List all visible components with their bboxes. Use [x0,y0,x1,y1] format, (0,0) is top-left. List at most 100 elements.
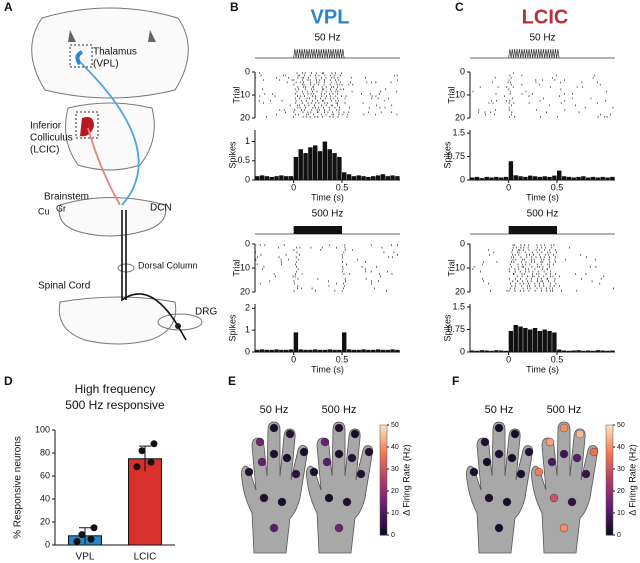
bar [552,175,557,180]
heat-dot [320,437,330,447]
colorbar-segment [606,504,613,508]
bar [508,161,514,180]
bar [610,176,615,180]
bar [484,350,489,352]
bar [581,176,586,180]
colorbar-segment [606,441,613,445]
heat-dot [524,447,534,457]
stimulus-trace [293,48,345,59]
heat-dot [507,453,517,463]
colorbar-segment [606,499,613,503]
bar [590,350,596,352]
label: (LCIC) [30,145,59,156]
colorbar-segment [380,524,387,528]
bar [293,332,299,352]
bar [537,176,543,180]
heat-dot [309,467,319,477]
bar [332,153,337,180]
bar [375,175,381,180]
colorbar-segment [380,436,387,440]
bar [259,175,265,180]
heat-dot [549,493,559,503]
y-tick-label: 80 [40,447,50,457]
y-tick-label: 2 [245,303,250,313]
colorbar-segment [380,447,387,451]
bar [303,153,308,180]
y-tick-label: 0.75 [447,324,465,334]
bar [600,350,605,352]
colorbar-segment [380,493,387,497]
colorbar-segment [606,518,613,522]
axis-label: % Responsive neurons [13,436,24,539]
colorbar-tick-label: 0 [391,532,395,539]
heat-dot [502,497,512,507]
heat-dot [269,523,279,533]
heat-dot [494,523,504,533]
vpl-tract [79,61,140,206]
colorbar-tick-label: 30 [391,466,399,473]
colorbar-segment [380,526,387,530]
heat-dot [285,429,295,439]
heat-dot [259,493,269,503]
heat-dot [299,447,309,457]
colorbar-segment [380,444,387,448]
bar [284,349,289,352]
y-tick-label: 0 [460,346,465,356]
colorbar-segment [606,438,613,442]
axis-label: Trial [446,259,456,276]
hand [306,421,374,554]
axis-label: Trial [231,86,241,103]
bar [503,176,509,180]
bar [518,326,523,352]
heat-dot [334,523,344,533]
label: (VPL) [93,59,119,70]
bar [542,329,547,352]
heat-dot [484,493,494,503]
y-tick-label: 0 [245,346,250,356]
bar [371,176,376,180]
bar [586,350,591,352]
panel-label: C [455,0,464,14]
bar [346,174,352,180]
colorbar-segment [380,513,387,517]
colorbar-tick-label: 10 [617,510,625,517]
colorbar-segment [380,452,387,456]
bar [288,349,294,352]
hand-title: 50 Hz [260,404,289,416]
colorbar-segment [380,433,387,437]
bar [356,175,361,180]
heat-dot [277,497,287,507]
label: Colliculus [30,133,73,144]
axis-label: Spikes [442,141,452,169]
bar [484,176,489,180]
heat-dot [282,453,292,463]
axis-label: Spikes [442,314,452,342]
colorbar-segment [380,529,387,533]
heat-dot [494,449,504,459]
bar [255,349,260,352]
colorbar-segment [606,510,613,514]
colorbar-segment [606,524,613,528]
label: DRG [195,307,217,318]
stimulus-trace [508,48,560,59]
bar [547,176,552,180]
bar [293,156,299,180]
colorbar-segment [606,485,613,489]
colorbar-segment [380,463,387,467]
bar [600,176,605,180]
bar [395,176,400,180]
colorbar-segment [380,507,387,511]
colorbar-frame [379,424,388,536]
label: Dorsal Column [138,260,198,270]
colorbar-tick-label: 40 [617,444,625,451]
bar [561,176,567,180]
axis-label: Time (s) [526,192,559,202]
colorbar-segment [606,425,613,429]
bar [605,350,610,352]
bar [528,329,533,352]
x-tick-label: 0 [291,354,296,364]
colorbar-segment [380,441,387,445]
y-tick-label: 0.5 [237,155,250,165]
bar [274,176,279,180]
bar [351,349,357,352]
